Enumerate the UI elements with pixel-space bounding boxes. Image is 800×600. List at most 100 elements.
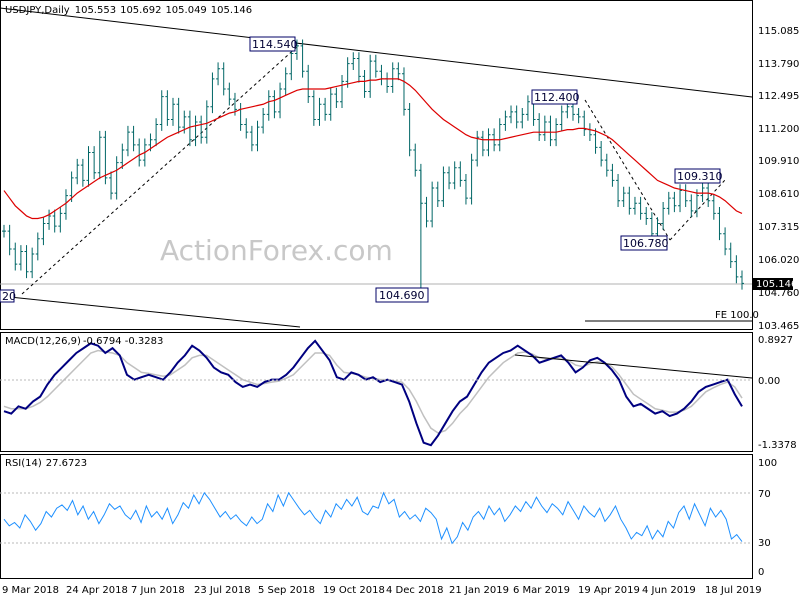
price-bar: [255, 120, 260, 152]
x-tick-label: 6 Mar 2019: [513, 585, 570, 596]
price-bar: [582, 110, 587, 136]
macd-y-axis: 0.8927 0.00 -1.3378: [758, 335, 797, 451]
macd-line: [3, 339, 743, 447]
y-tick-label: 107.315: [758, 222, 799, 233]
price-bar: [58, 207, 63, 233]
price-bar: [514, 105, 519, 129]
price-bar: [537, 113, 542, 142]
price-bar: [131, 125, 136, 152]
svg-text:112.400: 112.400: [534, 91, 580, 104]
moving-average-line: [3, 78, 743, 220]
y-tick-label: 103.465: [758, 321, 799, 332]
price-bar: [638, 196, 643, 220]
svg-text:114.540: 114.540: [252, 38, 298, 51]
price-bar: [204, 100, 209, 144]
price-bar: [694, 189, 699, 218]
y-tick-label: 106.020: [758, 255, 799, 266]
price-bar: [661, 201, 666, 230]
annotation-left-cut: 20: [0, 289, 16, 303]
annotation-114540: 114.540: [249, 36, 298, 52]
annotation-106780: 106.780: [620, 235, 669, 251]
price-bar: [486, 128, 491, 157]
upper-channel-line: [0, 7, 753, 98]
price-bar: [210, 72, 215, 114]
price-bar: [672, 191, 677, 213]
price-bar: [604, 153, 609, 177]
price-bar: [599, 141, 604, 167]
price-bar: [509, 105, 514, 124]
price-bar: [2, 224, 6, 238]
svg-text:104.690: 104.690: [379, 289, 425, 302]
price-bar: [261, 108, 266, 134]
price-bar: [249, 125, 254, 152]
price-bar: [666, 191, 671, 215]
price-bar: [35, 232, 40, 261]
price-bar: [24, 245, 29, 279]
price-bar: [221, 62, 226, 96]
y-tick-label: 30: [758, 538, 771, 549]
price-bar: [86, 146, 91, 187]
x-tick-label: 9 Mar 2018: [2, 585, 59, 596]
price-bar: [351, 52, 356, 70]
price-bar: [700, 181, 705, 202]
price-bar: [278, 82, 283, 119]
price-bar: [390, 62, 395, 93]
x-tick-label: 23 Jul 2018: [194, 585, 251, 596]
price-bar: [723, 227, 728, 256]
x-tick-label: 4 Jun 2019: [642, 585, 696, 596]
price-bar: [345, 57, 350, 88]
price-bar: [542, 115, 547, 142]
price-bar: [137, 138, 142, 167]
price-bar: [407, 102, 412, 157]
price-bar: [47, 209, 52, 230]
price-bar: [13, 242, 18, 271]
x-tick-label: 24 Apr 2018: [66, 585, 128, 596]
price-bar: [216, 62, 221, 86]
price-bar: [435, 181, 440, 208]
y-tick-label: 109.910: [758, 156, 799, 167]
price-bar: [447, 166, 452, 190]
price-bar: [734, 255, 739, 284]
price-bar: [92, 146, 97, 180]
y-tick-label: 0.00: [758, 376, 780, 387]
price-bar: [340, 75, 345, 109]
svg-text:20: 20: [2, 290, 16, 303]
y-tick-label: 115.085: [758, 26, 799, 37]
price-bar: [463, 174, 468, 205]
lower-channel-line: [0, 295, 301, 328]
price-bar: [159, 90, 164, 131]
price-bar: [300, 39, 305, 78]
price-bar: [644, 207, 649, 225]
price-bar: [627, 186, 632, 215]
price-bar: [441, 166, 446, 208]
price-bar: [593, 128, 598, 154]
price-bar: [458, 161, 463, 187]
price-bar: [266, 90, 271, 121]
annotation-104690: 104.690: [375, 287, 429, 303]
rsi-line: [3, 491, 743, 545]
price-bar: [480, 130, 485, 157]
y-tick-label: 111.200: [758, 124, 799, 135]
price-bar: [334, 87, 339, 109]
price-bar: [283, 67, 288, 96]
price-bar: [469, 153, 474, 205]
price-bar: [120, 143, 125, 169]
price-bar: [311, 90, 316, 126]
x-tick-label: 18 Jul 2019: [705, 585, 762, 596]
price-bar: [711, 194, 716, 220]
y-tick-label: -1.3378: [758, 440, 797, 451]
price-bar: [475, 130, 480, 167]
price-bar: [706, 181, 711, 208]
price-bars: [2, 39, 744, 295]
price-title: USDJPY,Daily 105.553 105.692 105.049 105.146: [5, 5, 252, 16]
price-bar: [559, 105, 564, 131]
watermark: ActionForex.com: [160, 234, 393, 267]
price-bar: [373, 54, 378, 78]
x-tick-label: 19 Oct 2018: [323, 585, 385, 596]
price-bar: [154, 118, 159, 147]
price-bar: [52, 209, 57, 233]
rsi-y-axis: 100 70 30 0: [758, 458, 777, 578]
price-bar: [199, 115, 204, 144]
price-bar: [244, 118, 249, 139]
